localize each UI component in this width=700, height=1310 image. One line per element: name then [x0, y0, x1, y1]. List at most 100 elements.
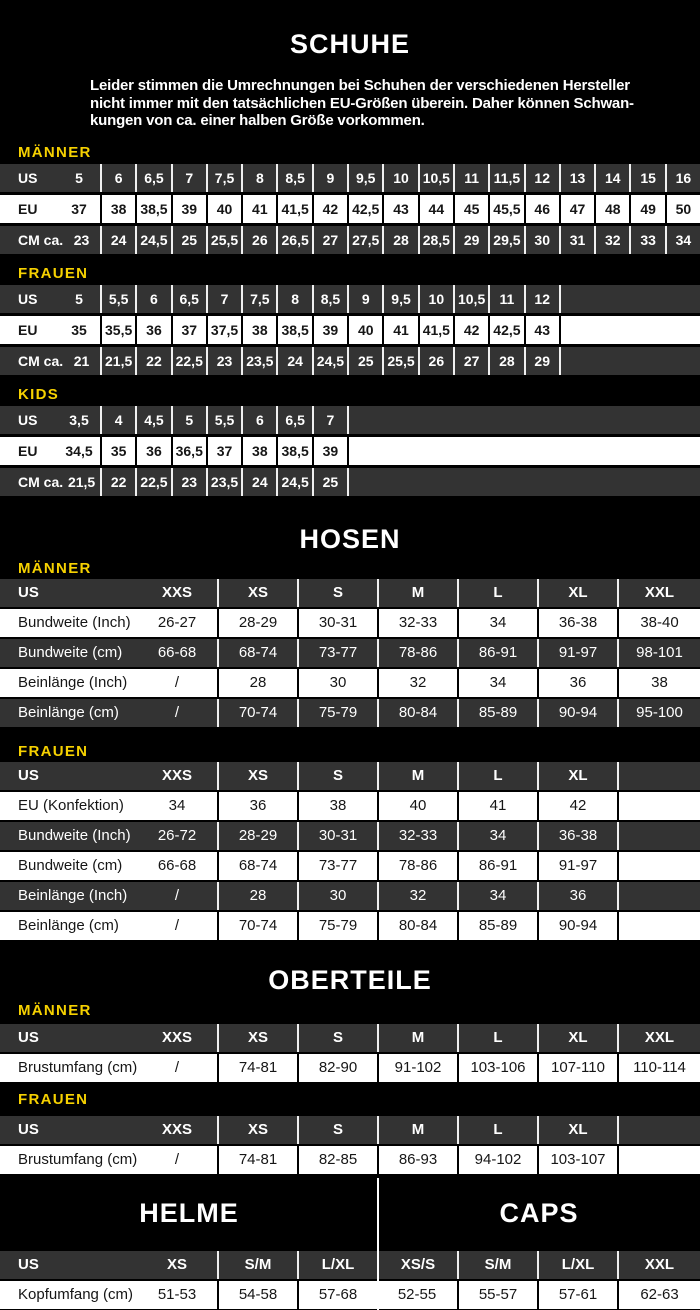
table-cell: 22 [100, 467, 135, 496]
oberteile-title: OBERTEILE [268, 964, 432, 995]
table-cell: 12 [523, 163, 559, 192]
table-cell: XS [217, 578, 297, 607]
table-cell: S [297, 1023, 377, 1052]
table-cell: 38 [297, 791, 377, 820]
row-label-cell: US 3,5 [0, 406, 100, 434]
table-cell: 80-84 [377, 911, 457, 940]
table-row: US 3,5 4 4,5 5 5,5 6 6,5 7 [0, 405, 700, 434]
table-cell: 21,5 [67, 473, 96, 490]
table-cell: 90-94 [537, 698, 617, 727]
table-cell: 10 [417, 284, 453, 313]
table-cell: 29 [452, 225, 488, 254]
group-label-schuhe-kids: KIDS [18, 385, 60, 403]
row-label-cell: EU 34,5 [0, 437, 100, 465]
table-cell: 36 [537, 668, 617, 697]
row-label: Beinlänge (Inch) [18, 886, 128, 904]
table-cell: 9,5 [382, 284, 417, 313]
table-cell: 86-93 [377, 1145, 457, 1174]
table-cell: 30-31 [297, 608, 377, 637]
table-cell: 33 [629, 225, 664, 254]
table-cell [617, 911, 700, 940]
table-row: Bundweite (cm) 66-68 68-74 73-77 78-86 86-91 9… [0, 638, 700, 667]
table-cell: 82-85 [297, 1145, 377, 1174]
table-cell: 36 [537, 881, 617, 910]
row-filler [558, 346, 700, 375]
table-cell: 78-86 [377, 638, 457, 667]
table-cell [617, 1115, 700, 1144]
row-label: US [18, 1028, 39, 1046]
table-cell: 103-106 [457, 1053, 537, 1082]
table-cell: 8 [276, 284, 311, 313]
table-cell: 23 [73, 231, 90, 248]
table-cell: 37,5 [205, 315, 241, 344]
table-cell: 74-81 [217, 1145, 297, 1174]
table-cell: S [297, 761, 377, 790]
table-cell: 10 [382, 163, 417, 192]
table-cell: M [377, 1023, 457, 1052]
row-label: EU [18, 442, 38, 459]
table-cell: 36-38 [537, 608, 617, 637]
table-cell: 16 [664, 163, 700, 192]
table-cell: 38 [617, 668, 700, 697]
table-cell: 44 [417, 194, 453, 223]
table-row: EU (Konfektion) 34 36 38 40 41 42 [0, 791, 700, 820]
table-cell: / [174, 886, 180, 904]
table-cell: 25 [170, 225, 206, 254]
table-cell: 51-53 [157, 1285, 197, 1303]
table-row: US 5 6 6,5 7 7,5 8 8,5 9 9,5 10 10,5 11 11,5 12 13 14 15 1… [0, 163, 700, 192]
row-label-cell: CM ca. 21,5 [0, 468, 100, 496]
table-cell: 68-74 [217, 851, 297, 880]
table-cell: 24 [241, 467, 276, 496]
table-row: US XS S/M L/XL XS/S S/M L/XL XXL [0, 1250, 700, 1279]
row-label: EU [18, 200, 38, 217]
table-cell: 25 [347, 346, 382, 375]
table-cell: 73-77 [297, 638, 377, 667]
table-cell: 28 [217, 668, 297, 697]
table-cell: 91-102 [377, 1053, 457, 1082]
table-cell: 29 [523, 346, 559, 375]
table-cell: 4,5 [135, 405, 170, 434]
table-cell: 37 [205, 436, 241, 465]
table-cell: 94-102 [457, 1145, 537, 1174]
table-cell: 40 [347, 315, 382, 344]
table-cell: XXS [161, 583, 192, 601]
table-cell: 49 [629, 194, 664, 223]
table-cell: 8,5 [311, 284, 347, 313]
table-row: US XXS XS S M L XL [0, 1115, 700, 1144]
table-cell: 91-97 [537, 638, 617, 667]
table-cell: 27 [452, 346, 488, 375]
table-cell: 22,5 [135, 467, 170, 496]
table-cell: 91-97 [537, 851, 617, 880]
row-label: US [18, 1120, 39, 1138]
table-cell: 23,5 [241, 346, 276, 375]
row-filler [347, 467, 700, 496]
table-cell: M [377, 578, 457, 607]
table-cell: 10,5 [417, 163, 453, 192]
section-oberteile: OBERTEILE MÄNNER US XXS XS S M L XL XXL Brustumf… [0, 942, 700, 1176]
table-row: Beinlänge (Inch) / 28 30 32 34 36 38 [0, 668, 700, 697]
table-cell: 14 [594, 163, 629, 192]
row-label: Brustumfang (cm) [18, 1058, 137, 1076]
table-cell: 45 [452, 194, 488, 223]
table-row: EU 37 38 38,5 39 40 41 41,5 42 42,5 43 44 45 45,5 46 47… [0, 194, 700, 223]
table-cell: 41 [382, 315, 417, 344]
table-cell: 24,5 [311, 346, 347, 375]
table-cell: 107-110 [537, 1053, 617, 1082]
table-cell: 12 [523, 284, 559, 313]
table-cell: L/XL [537, 1250, 617, 1279]
table-cell: 34,5 [65, 442, 93, 459]
table-row: Brustumfang (cm) / 74-81 82-85 86-93 94-102 10… [0, 1145, 700, 1174]
table-cell: 11,5 [488, 163, 523, 192]
table-cell: 45,5 [488, 194, 523, 223]
table-cell: 75-79 [297, 698, 377, 727]
table-cell: 28 [488, 346, 523, 375]
table-row: Beinlänge (cm) / 70-74 75-79 80-84 85-89 90-94 [0, 911, 700, 940]
table-cell: 6 [241, 405, 276, 434]
group-label-schuhe-frauen: FRAUEN [18, 264, 89, 282]
table-cell: 30-31 [297, 821, 377, 850]
table-cell: L [457, 761, 537, 790]
table-cell: XL [537, 1115, 617, 1144]
row-label: Bundweite (Inch) [18, 826, 131, 844]
table-cell: XL [537, 1023, 617, 1052]
